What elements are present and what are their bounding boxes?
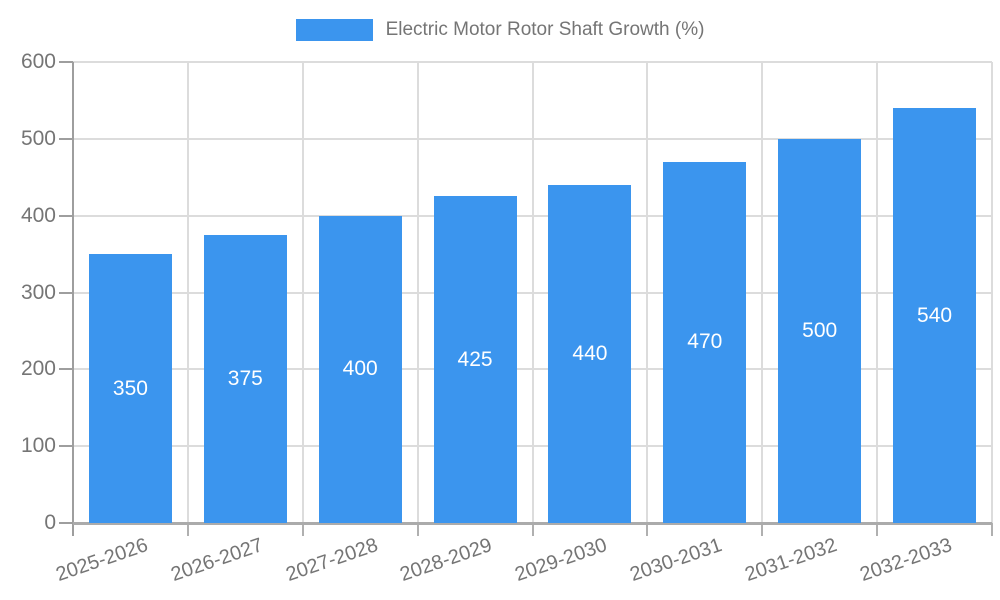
x-tick	[531, 523, 534, 536]
x-tick	[301, 523, 304, 536]
bar-value-label: 425	[457, 347, 493, 371]
legend-label: Electric Motor Rotor Shaft Growth (%)	[385, 19, 705, 40]
x-tick	[186, 523, 189, 536]
gridline-v	[416, 62, 419, 523]
y-axis-label: 200	[20, 357, 56, 381]
bar-value-label: 540	[917, 303, 953, 327]
x-axis-label: 2028-2029	[397, 534, 496, 586]
bar-value-label: 400	[342, 357, 378, 381]
y-tick	[59, 61, 73, 63]
bar[interactable]: 440	[548, 184, 632, 523]
bar[interactable]: 540	[893, 108, 977, 523]
gridline-v	[646, 62, 649, 523]
x-tick	[416, 523, 419, 536]
gridline-v	[761, 62, 764, 523]
legend-swatch	[295, 19, 373, 41]
bar[interactable]: 350	[88, 254, 172, 523]
x-axis-label: 2027-2028	[282, 534, 381, 586]
gridline-v	[531, 62, 534, 523]
x-tick	[646, 523, 649, 536]
gridline-v	[991, 62, 993, 523]
y-tick	[59, 291, 73, 294]
bar-value-label: 500	[802, 318, 838, 342]
bar-value-label: 470	[687, 330, 723, 354]
y-axis-label: 400	[20, 203, 56, 227]
gridline-v	[186, 62, 189, 523]
bar[interactable]: 375	[203, 234, 287, 523]
bar[interactable]: 400	[318, 215, 402, 523]
y-tick	[59, 522, 73, 524]
y-axis-label: 300	[20, 280, 56, 304]
x-axis-label: 2030-2031	[627, 534, 725, 586]
x-axis-label: 2029-2030	[512, 534, 611, 586]
bar[interactable]: 425	[433, 196, 517, 523]
x-axis-label: 2026-2027	[167, 534, 266, 586]
x-axis-line	[73, 522, 992, 525]
gridline-v	[301, 62, 304, 523]
y-tick	[59, 368, 73, 371]
x-axis-label: 2025-2026	[52, 534, 151, 586]
bar[interactable]: 470	[663, 161, 747, 523]
x-tick	[761, 523, 764, 536]
y-axis-label: 500	[20, 126, 56, 150]
y-axis-label: 100	[20, 434, 56, 458]
x-tick	[876, 523, 879, 536]
x-axis-label: 2032-2033	[857, 534, 955, 586]
x-tick	[991, 523, 993, 536]
bar-value-label: 350	[112, 376, 148, 400]
bar[interactable]: 500	[778, 138, 862, 523]
y-axis-label: 0	[44, 511, 56, 534]
y-axis-line	[72, 62, 74, 536]
y-tick	[59, 214, 73, 217]
x-axis-label: 2031-2032	[742, 534, 840, 586]
bar-value-label: 375	[227, 366, 263, 390]
gridline-v	[876, 62, 879, 523]
y-axis-label: 600	[20, 50, 56, 73]
bar-value-label: 440	[572, 341, 608, 365]
y-tick	[59, 137, 73, 140]
y-tick	[59, 445, 73, 448]
legend[interactable]: Electric Motor Rotor Shaft Growth (%)	[0, 19, 1000, 41]
